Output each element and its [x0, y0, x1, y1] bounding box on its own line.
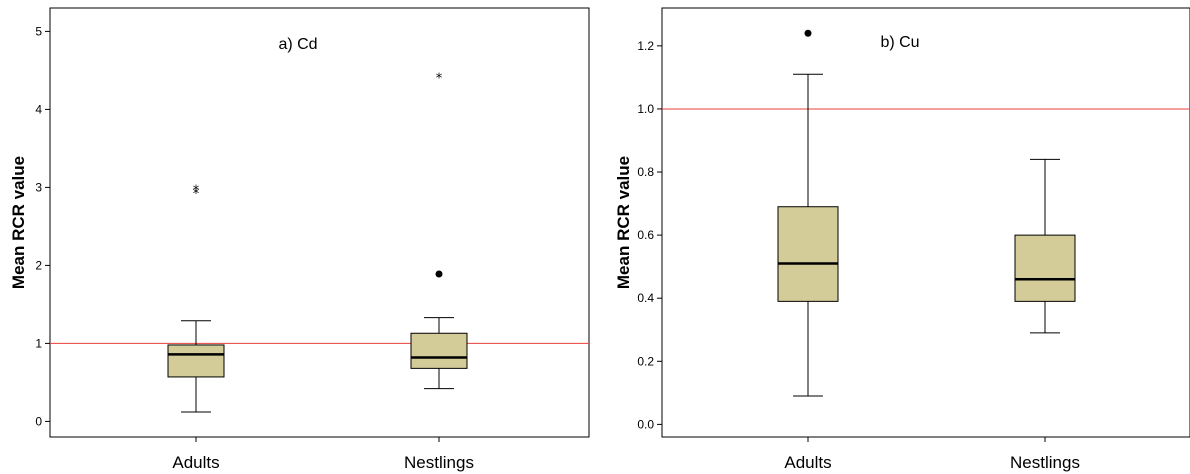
y-tick-label: 5 [35, 24, 42, 38]
x-tick-label: Adults [784, 453, 831, 472]
y-tick-label: 0.0 [637, 417, 654, 431]
outlier-point [804, 29, 812, 37]
y-tick-label: 1.2 [637, 39, 654, 53]
y-tick-label: 0.2 [637, 354, 654, 368]
extreme-point: * [436, 71, 443, 86]
box-iqr [1014, 234, 1076, 302]
x-tick-label: Adults [172, 453, 219, 472]
y-tick-label: 0.8 [637, 165, 654, 179]
y-tick-label: 0.6 [637, 228, 654, 242]
x-tick-label: Nestlings [1010, 453, 1080, 472]
y-tick-label: 3 [35, 180, 42, 194]
plot-frame [49, 7, 590, 438]
y-tick-label: 1 [35, 336, 42, 350]
panel-title: a) Cd [278, 36, 317, 53]
box-iqr [410, 332, 468, 369]
y-axis-label: Mean RCR value [614, 156, 633, 289]
y-tick-label: 0 [35, 414, 42, 428]
box-iqr [167, 344, 225, 378]
extreme-point: * [193, 187, 200, 202]
outlier-point [435, 270, 443, 278]
extreme-point: * [193, 184, 200, 199]
panel-title: b) Cu [880, 34, 919, 51]
y-axis-label: Mean RCR value [9, 156, 28, 289]
panel-cu: 0.0 0.2 0.4 0.6 0.8 1.0 1.2 Mean RCR value b) Cu… [614, 7, 1190, 472]
x-tick-label: Nestlings [404, 453, 474, 472]
plot-frame [661, 7, 1190, 438]
y-tick-label: 4 [35, 102, 42, 116]
y-tick-label: 0.4 [637, 291, 654, 305]
y-tick-label: 1.0 [637, 102, 654, 116]
box-iqr [777, 206, 839, 302]
y-tick-label: 2 [35, 258, 42, 272]
